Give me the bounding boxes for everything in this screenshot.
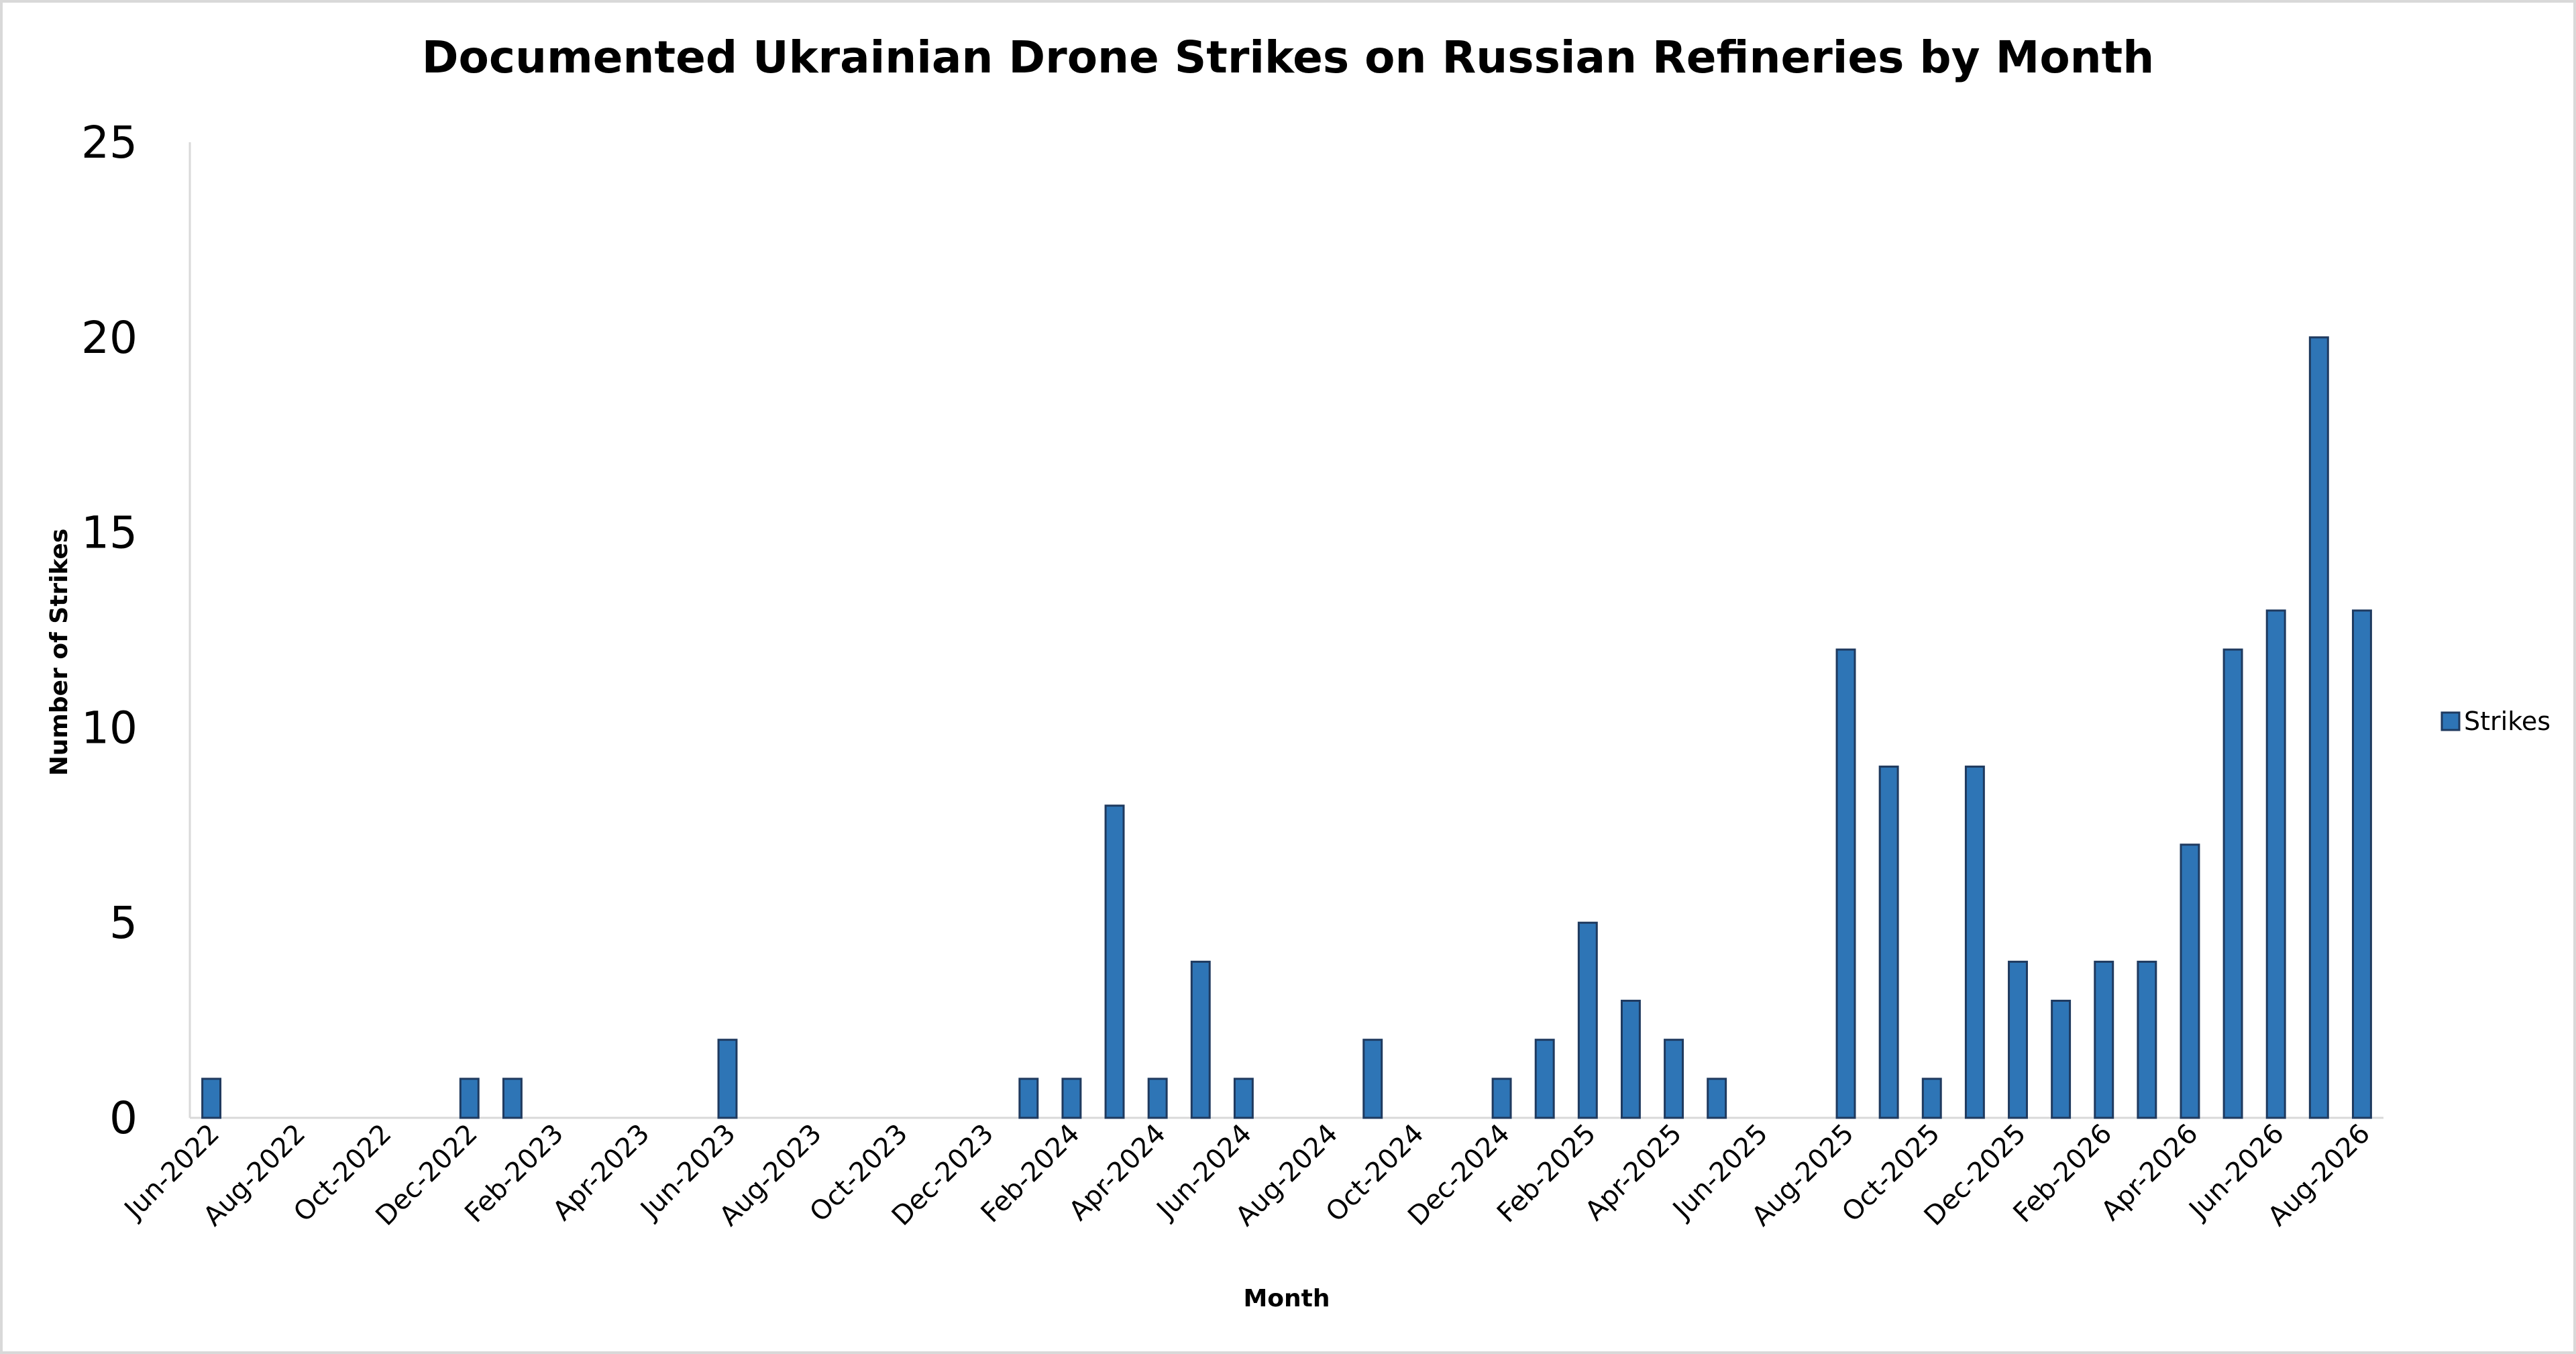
- bar-jun-2023: [717, 1039, 738, 1119]
- bar-aug-2025: [1835, 648, 1856, 1119]
- y-axis-ticks: 0 5 10 15 20 25: [81, 117, 138, 1144]
- bar-may-2025: [1707, 1078, 1727, 1119]
- y-tick-label: 5: [109, 897, 138, 949]
- bar-aug-2026: [2351, 609, 2372, 1119]
- bar-feb-2024: [1061, 1078, 1082, 1119]
- y-tick-label: 20: [81, 312, 138, 364]
- bar-jan-2023: [502, 1078, 523, 1119]
- bar-mar-2024: [1104, 804, 1125, 1119]
- x-axis-title: Month: [1243, 1285, 1330, 1312]
- bar-jul-2026: [2308, 336, 2329, 1119]
- bar-apr-2025: [1664, 1039, 1684, 1119]
- bars: [201, 336, 2372, 1119]
- bar-mar-2026: [2137, 960, 2157, 1119]
- bar-jun-2024: [1233, 1078, 1254, 1119]
- y-tick-label: 0: [109, 1092, 138, 1144]
- bar-oct-2025: [1921, 1078, 1942, 1119]
- bar-dec-2025: [2008, 960, 2028, 1119]
- y-tick-label: 15: [81, 507, 138, 559]
- bar-may-2024: [1190, 960, 1211, 1119]
- bar-sep-2024: [1362, 1039, 1383, 1119]
- x-axis-ticks: Jun-2022Aug-2022Oct-2022Dec-2022Feb-2023…: [117, 1118, 2376, 1233]
- bar-nov-2025: [1964, 766, 1985, 1119]
- bar-apr-2026: [2180, 843, 2200, 1119]
- y-axis-title: Number of Strikes: [46, 529, 73, 776]
- bar-dec-2024: [1491, 1078, 1512, 1119]
- y-tick-label: 25: [81, 117, 138, 168]
- legend-swatch: [2440, 711, 2461, 731]
- y-tick-label: 10: [81, 702, 138, 753]
- bar-dec-2022: [459, 1078, 480, 1119]
- bar-jan-2025: [1534, 1039, 1555, 1119]
- bar-jan-2024: [1018, 1078, 1039, 1119]
- legend-label-strikes: Strikes: [2464, 707, 2551, 736]
- bar-jun-2022: [201, 1078, 222, 1119]
- bar-jun-2026: [2265, 609, 2286, 1119]
- chart-title: Documented Ukrainian Drone Strikes on Ru…: [422, 32, 2154, 83]
- bar-may-2026: [2222, 648, 2243, 1119]
- bar-feb-2026: [2094, 960, 2114, 1119]
- bar-mar-2025: [1620, 1000, 1641, 1119]
- bar-feb-2025: [1577, 921, 1598, 1119]
- legend: Strikes: [2440, 707, 2551, 736]
- bar-apr-2024: [1147, 1078, 1168, 1119]
- bar-sep-2025: [1878, 766, 1899, 1119]
- bar-jan-2026: [2051, 1000, 2072, 1119]
